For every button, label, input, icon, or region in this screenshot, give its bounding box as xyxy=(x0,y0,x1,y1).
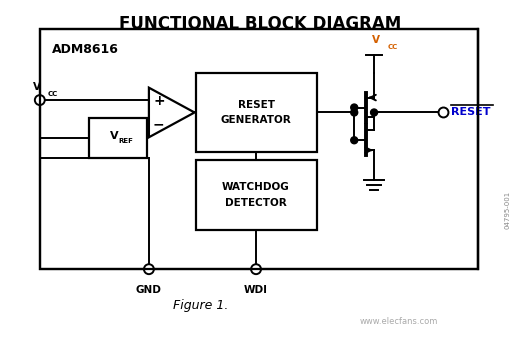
Text: CC: CC xyxy=(388,44,398,50)
Text: V: V xyxy=(33,82,41,92)
Text: Figure 1.: Figure 1. xyxy=(173,299,228,312)
Text: RESET: RESET xyxy=(238,100,275,109)
Bar xyxy=(196,73,317,152)
Text: RESET: RESET xyxy=(451,107,491,118)
Polygon shape xyxy=(149,88,194,137)
Text: CC: CC xyxy=(48,91,58,97)
Text: +: + xyxy=(153,93,165,107)
Circle shape xyxy=(438,107,448,117)
Text: GND: GND xyxy=(136,285,162,295)
Circle shape xyxy=(371,109,378,116)
Circle shape xyxy=(35,95,45,105)
Bar xyxy=(196,160,317,229)
Text: 04795-001: 04795-001 xyxy=(505,191,511,229)
Text: WDI: WDI xyxy=(244,285,268,295)
Bar xyxy=(40,29,478,269)
Circle shape xyxy=(351,104,358,111)
Circle shape xyxy=(251,264,261,274)
Text: V: V xyxy=(372,35,380,45)
Text: ADM8616: ADM8616 xyxy=(51,43,119,56)
Bar xyxy=(40,29,478,269)
Text: DETECTOR: DETECTOR xyxy=(225,198,287,208)
Text: GENERATOR: GENERATOR xyxy=(220,115,291,125)
Bar xyxy=(89,118,147,158)
Text: WATCHDOG: WATCHDOG xyxy=(222,182,290,192)
Text: FUNCTIONAL BLOCK DIAGRAM: FUNCTIONAL BLOCK DIAGRAM xyxy=(119,15,401,33)
Circle shape xyxy=(351,137,358,144)
Circle shape xyxy=(351,109,358,116)
Text: REF: REF xyxy=(119,138,134,144)
Text: www.elecfans.com: www.elecfans.com xyxy=(360,317,438,326)
Text: V: V xyxy=(110,131,119,141)
Circle shape xyxy=(144,264,154,274)
Text: −: − xyxy=(153,117,165,131)
